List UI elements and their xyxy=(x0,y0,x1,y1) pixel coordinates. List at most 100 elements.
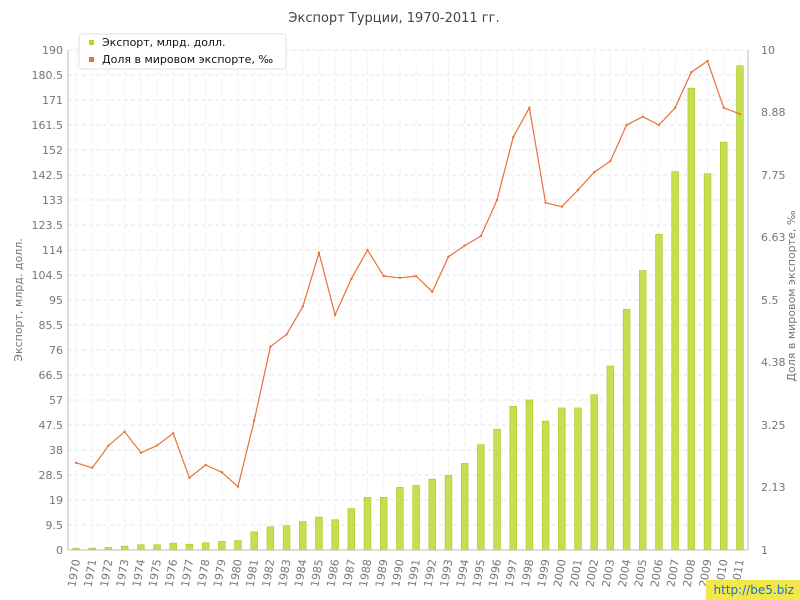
bar xyxy=(396,487,404,551)
x-tick-label: 1995 xyxy=(470,558,488,588)
line-series xyxy=(74,59,742,488)
line-point xyxy=(252,419,256,422)
line-point xyxy=(431,290,434,293)
bar xyxy=(444,474,453,551)
left-tick-label: 114 xyxy=(42,244,63,257)
right-tick-label: 2.13 xyxy=(761,481,786,494)
x-tick-label: 1975 xyxy=(146,558,164,588)
line-point xyxy=(107,444,110,447)
bar xyxy=(331,519,339,551)
line-point xyxy=(479,234,483,238)
bar xyxy=(687,87,696,551)
line-point xyxy=(673,106,677,109)
left-tick-labels: 0 9.5 19 28.5 38 47.5 57 66.5 76 85.5 95 104.5 114 12… xyxy=(32,44,64,557)
right-tick-label: 4.38 xyxy=(761,356,786,369)
watermark[interactable]: http://be5.biz xyxy=(705,580,800,600)
line-point xyxy=(350,277,353,281)
x-tick-label: 1982 xyxy=(260,558,278,588)
x-tick-label: 1983 xyxy=(276,558,294,588)
bar xyxy=(493,428,501,551)
line-point xyxy=(544,201,547,204)
left-tick-label: 38 xyxy=(49,444,63,457)
line-point xyxy=(188,476,191,479)
line-point xyxy=(204,463,207,467)
bar xyxy=(234,540,242,551)
left-tick-label: 66.5 xyxy=(39,369,64,382)
left-tick-label: 152 xyxy=(42,144,63,157)
bar xyxy=(266,526,275,551)
line-point xyxy=(560,205,564,208)
x-tick-label: 2001 xyxy=(567,558,585,588)
line-point xyxy=(609,159,612,163)
bar xyxy=(169,542,177,551)
bar xyxy=(558,407,566,551)
bar xyxy=(703,173,712,551)
line-point xyxy=(382,274,385,278)
bar xyxy=(428,478,436,551)
bar xyxy=(299,521,307,551)
share-line xyxy=(75,60,741,488)
line-point xyxy=(269,345,272,348)
line-point xyxy=(447,255,450,258)
line-point xyxy=(722,106,725,109)
x-tick-label: 1997 xyxy=(503,558,521,588)
left-tick-label: 95 xyxy=(49,294,63,307)
bar xyxy=(185,543,194,551)
line-point xyxy=(706,59,709,63)
line-point xyxy=(155,444,159,447)
x-tick-label: 1990 xyxy=(389,558,407,588)
bar xyxy=(720,141,728,551)
right-tick-label: 6.63 xyxy=(761,231,786,244)
line-point xyxy=(236,485,240,488)
legend-line-marker xyxy=(89,57,94,62)
x-tick-label: 1973 xyxy=(114,558,132,588)
line-point xyxy=(592,171,596,174)
right-tick-label: 3.25 xyxy=(761,419,786,432)
left-tick-label: 142.5 xyxy=(32,169,64,182)
legend-label-share: Доля в мировом экспорте, ‰ xyxy=(102,53,273,66)
bar xyxy=(282,525,291,551)
x-tick-label: 2005 xyxy=(632,558,650,588)
left-tick-label: 9.5 xyxy=(46,519,64,532)
line-point xyxy=(317,251,321,254)
x-tick-label: 1979 xyxy=(211,558,229,588)
line-point xyxy=(512,136,515,139)
x-tick-label: 1970 xyxy=(65,558,83,588)
bar xyxy=(639,270,647,551)
left-tick-label: 133 xyxy=(42,194,63,207)
x-tick-label: 1984 xyxy=(292,558,310,588)
x-tick-label: 1976 xyxy=(163,558,181,588)
line-point xyxy=(123,430,126,433)
x-tick-label: 2008 xyxy=(681,558,699,588)
x-tick-label: 2003 xyxy=(600,558,618,588)
left-tick-label: 161.5 xyxy=(32,119,64,132)
x-tick-label: 1991 xyxy=(405,558,423,588)
left-tick-label: 180.5 xyxy=(32,69,64,82)
line-point xyxy=(172,432,175,435)
x-tick-label: 1971 xyxy=(82,558,100,588)
bar-series xyxy=(72,65,744,551)
left-tick-label: 190 xyxy=(42,44,63,57)
bar xyxy=(380,497,388,551)
legend-box xyxy=(78,33,287,70)
left-tick-label: 76 xyxy=(49,344,63,357)
x-tick-label: 1974 xyxy=(130,558,148,588)
bar xyxy=(363,497,372,551)
bar xyxy=(606,365,615,551)
legend-label-export: Экспорт, млрд. долл. xyxy=(102,36,225,49)
left-tick-label: 28.5 xyxy=(39,469,64,482)
line-point xyxy=(528,106,531,109)
left-tick-label: 47.5 xyxy=(39,419,64,432)
bar xyxy=(509,406,517,551)
bar xyxy=(655,233,663,551)
left-tick-label: 57 xyxy=(49,394,63,407)
legend-bar-marker xyxy=(89,40,94,45)
x-tick-label: 1994 xyxy=(454,558,472,588)
bar xyxy=(525,399,534,551)
x-tick-label: 1993 xyxy=(438,558,456,588)
x-tick-label: 2006 xyxy=(648,558,666,588)
line-point xyxy=(463,244,466,247)
left-tick-label: 104.5 xyxy=(32,269,64,282)
line-point xyxy=(220,471,224,474)
right-tick-labels: 1 2.13 3.25 4.38 5.5 6.63 7.75 8.88 10 xyxy=(761,44,786,557)
